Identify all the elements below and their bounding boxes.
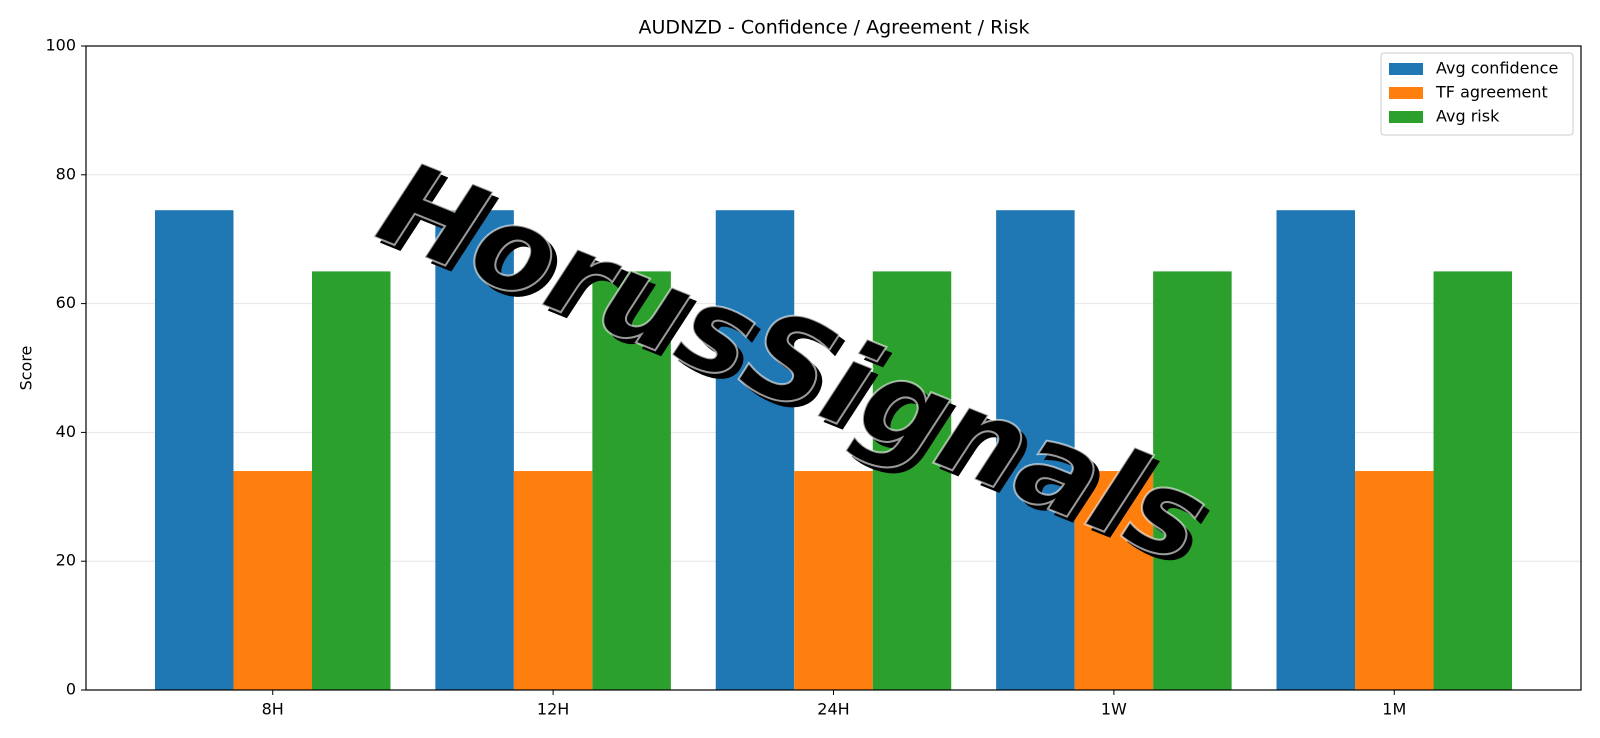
- x-tick-label: 24H: [817, 700, 849, 719]
- chart-title: AUDNZD - Confidence / Agreement / Risk: [638, 17, 1029, 39]
- bar: [233, 471, 312, 690]
- bar: [311, 271, 391, 690]
- legend-swatch: [1389, 111, 1423, 123]
- bar: [1153, 271, 1232, 690]
- legend-swatch: [1389, 63, 1423, 75]
- y-tick-label: 0: [66, 680, 76, 699]
- bar: [154, 210, 234, 690]
- x-tick-label: 1W: [1101, 700, 1127, 719]
- legend-box: [1380, 52, 1574, 136]
- bar: [715, 210, 795, 690]
- x-tick-label: 1M: [1382, 700, 1406, 719]
- x-tick-label: 12H: [537, 700, 569, 719]
- bar: [996, 210, 1075, 690]
- y-tick-label: 60: [56, 293, 76, 312]
- legend-label: TF agreement: [1435, 83, 1548, 102]
- bar: [1276, 210, 1356, 690]
- bar: [794, 471, 873, 690]
- bar: [1074, 471, 1154, 690]
- legend-swatch: [1389, 87, 1423, 99]
- legend-label: Avg risk: [1436, 107, 1500, 126]
- y-axis-label: Score: [17, 346, 36, 391]
- y-tick-label: 100: [45, 36, 76, 55]
- bar: [513, 471, 593, 690]
- bar: [1433, 271, 1513, 690]
- bar: [872, 271, 952, 690]
- bar: [592, 271, 671, 690]
- bar: [435, 210, 514, 690]
- y-tick-label: 80: [56, 164, 76, 183]
- axes-frame: [85, 45, 1582, 691]
- legend-label: Avg confidence: [1436, 59, 1558, 78]
- y-tick-label: 20: [56, 551, 76, 570]
- x-tick-label: 8H: [262, 700, 284, 719]
- bar: [1355, 471, 1434, 690]
- y-tick-label: 40: [56, 422, 76, 441]
